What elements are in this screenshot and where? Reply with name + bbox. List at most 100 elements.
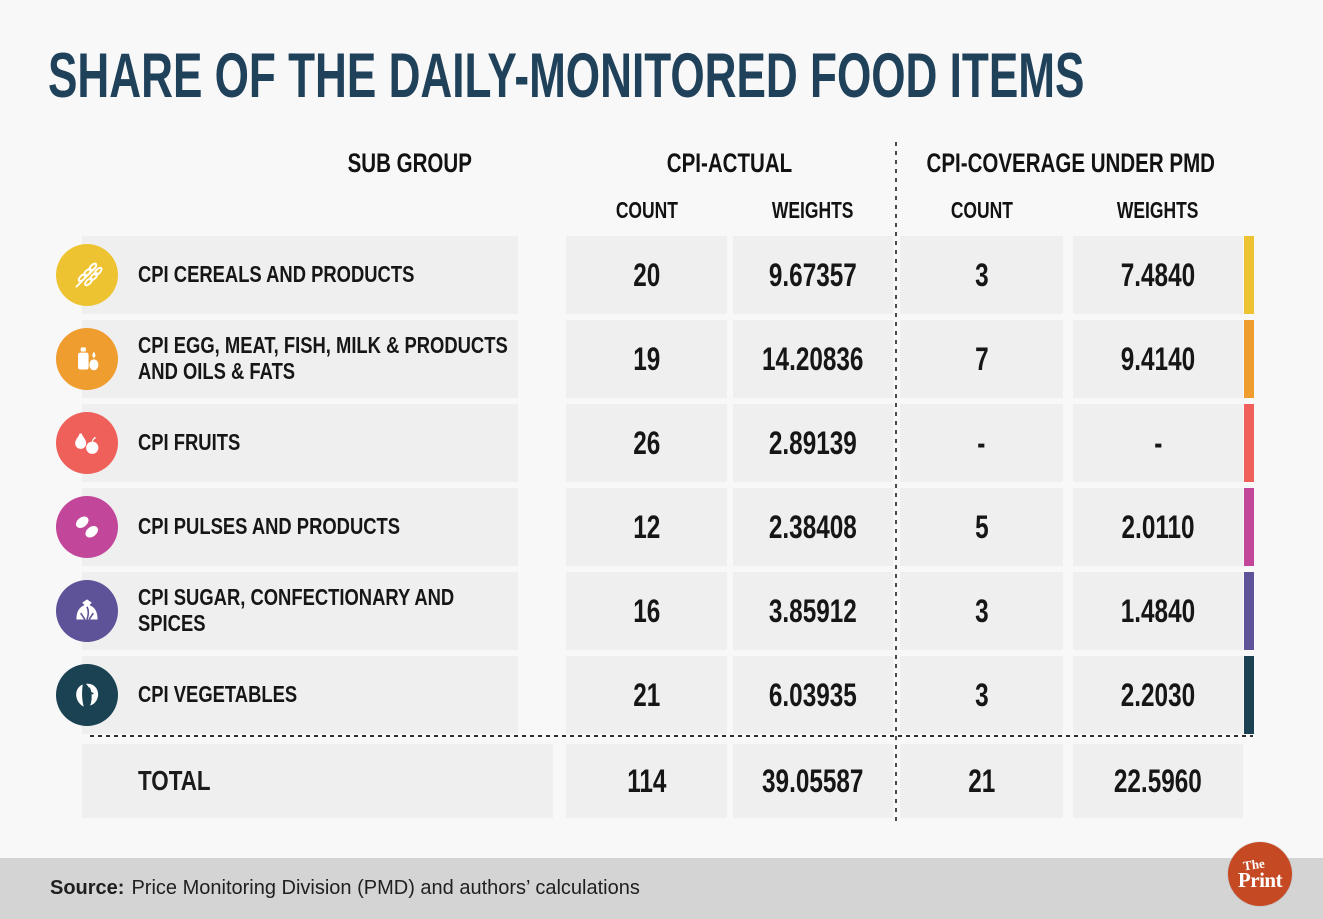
- cell-pmd-count: 5: [900, 488, 1063, 566]
- value-pmd-count: 3: [974, 676, 989, 713]
- cell-total-pmd-weights: 22.5960: [1073, 744, 1243, 818]
- column-header-actual-weights: WEIGHTS: [733, 196, 893, 224]
- sugar-sack-icon: [56, 580, 118, 642]
- beans-icon: [56, 496, 118, 558]
- value-total-pmd-weights: 22.5960: [1114, 762, 1202, 799]
- cell-pmd-count: 3: [900, 572, 1063, 650]
- cell-actual-count: 21: [566, 656, 727, 734]
- column-group-cpi-actual: CPI-ACTUAL: [566, 146, 893, 180]
- cell-pmd-count: 3: [900, 236, 1063, 314]
- row-color-bar: [1244, 404, 1254, 482]
- logo-the-text: The: [1242, 855, 1266, 874]
- cell-pmd-weights: 7.4840: [1073, 236, 1243, 314]
- value-actual-count: 21: [632, 676, 661, 713]
- fruits-icon: [56, 412, 118, 474]
- column-header-actual-weights-label: WEIGHTS: [772, 196, 854, 223]
- row-color-bar: [1244, 236, 1254, 314]
- column-group-cpi-actual-label: CPI-ACTUAL: [666, 147, 793, 178]
- cell-total-actual-weights: 39.05587: [733, 744, 893, 818]
- row-label-cell: [82, 572, 518, 650]
- value-actual-weights: 2.89139: [769, 424, 857, 461]
- table-row: CPI VEGETABLES 21 6.03935 3 2.2030: [0, 656, 1323, 734]
- value-actual-count: 20: [632, 256, 661, 293]
- row-label: CPI EGG, MEAT, FISH, MILK & PRODUCTS AND…: [138, 320, 608, 398]
- column-group-cpi-coverage-label: CPI-COVERAGE UNDER PMD: [926, 147, 1215, 178]
- cell-total-actual-count: 114: [566, 744, 727, 818]
- column-header-pmd-count-label: COUNT: [950, 196, 1013, 223]
- row-label-text: CPI VEGETABLES: [138, 681, 298, 708]
- column-header-actual-count: COUNT: [566, 196, 727, 224]
- value-pmd-weights: 2.2030: [1120, 676, 1196, 713]
- table-row: CPI SUGAR, CONFECTIONARY AND SPICES 16 3…: [0, 572, 1323, 650]
- value-pmd-weights: 2.0110: [1121, 508, 1195, 545]
- value-pmd-count: 3: [974, 592, 989, 629]
- column-header-sub-group-label: SUB GROUP: [347, 147, 473, 178]
- cell-pmd-weights: 2.0110: [1073, 488, 1243, 566]
- column-header-pmd-weights-label: WEIGHTS: [1117, 196, 1199, 223]
- milk-egg-icon: [56, 328, 118, 390]
- logo-print-text: Print: [1237, 868, 1283, 892]
- value-actual-count: 12: [632, 508, 661, 545]
- row-label-text: CPI CEREALS AND PRODUCTS: [138, 261, 415, 288]
- row-label: CPI VEGETABLES: [138, 656, 608, 734]
- source-label: Source:: [50, 877, 125, 899]
- cell-actual-count: 26: [566, 404, 727, 482]
- value-total-actual-weights: 39.05587: [762, 762, 864, 799]
- vegetable-icon: [56, 664, 118, 726]
- cell-actual-count: 20: [566, 236, 727, 314]
- total-label-cell: [82, 744, 553, 818]
- total-divider-dashed-horizontal: [90, 735, 1253, 737]
- row-label-cell: [82, 488, 518, 566]
- row-label-cell: [82, 404, 518, 482]
- column-header-actual-count-label: COUNT: [615, 196, 678, 223]
- cell-pmd-weights: 9.4140: [1073, 320, 1243, 398]
- value-total-pmd-count: 21: [967, 762, 996, 799]
- value-actual-weights: 2.38408: [769, 508, 857, 545]
- cell-total-pmd-count: 21: [900, 744, 1063, 818]
- cell-pmd-weights: 1.4840: [1073, 572, 1243, 650]
- row-label-cell: [82, 320, 518, 398]
- value-total-actual-count: 114: [626, 762, 667, 799]
- row-label-text: CPI PULSES AND PRODUCTS: [138, 513, 401, 540]
- value-pmd-count: 3: [974, 256, 989, 293]
- value-actual-count: 19: [632, 340, 661, 377]
- total-row: TOTAL 114 39.05587 21 22.5960: [0, 744, 1323, 818]
- cell-actual-weights: 9.67357: [733, 236, 893, 314]
- page-title: SHARE OF THE DAILY-MONITORED FOOD ITEMS: [48, 41, 1085, 111]
- row-color-bar: [1244, 488, 1254, 566]
- cell-actual-weights: 6.03935: [733, 656, 893, 734]
- total-label-text: TOTAL: [138, 765, 211, 796]
- row-label: CPI FRUITS: [138, 404, 608, 482]
- value-pmd-weights: 1.4840: [1120, 592, 1196, 629]
- cell-pmd-count: -: [900, 404, 1063, 482]
- cell-actual-count: 19: [566, 320, 727, 398]
- value-pmd-count: -: [977, 424, 986, 461]
- total-label: TOTAL: [138, 744, 229, 818]
- row-label: CPI PULSES AND PRODUCTS: [138, 488, 608, 566]
- value-actual-weights: 9.67357: [769, 256, 857, 293]
- row-label-cell: [82, 656, 518, 734]
- cell-actual-weights: 2.38408: [733, 488, 893, 566]
- footer-bar: Source: Price Monitoring Division (PMD) …: [0, 858, 1323, 919]
- cell-actual-weights: 2.89139: [733, 404, 893, 482]
- value-pmd-weights: 9.4140: [1120, 340, 1196, 377]
- value-pmd-weights: -: [1153, 424, 1163, 461]
- section-divider-dashed-vertical: [895, 142, 897, 822]
- table-row: CPI FRUITS 26 2.89139 - -: [0, 404, 1323, 482]
- row-label: CPI CEREALS AND PRODUCTS: [138, 236, 608, 314]
- source-text: Price Monitoring Division (PMD) and auth…: [131, 877, 640, 899]
- value-pmd-count: 7: [974, 340, 989, 377]
- table-row: CPI PULSES AND PRODUCTS 12 2.38408 5 2.0…: [0, 488, 1323, 566]
- row-label-text: CPI EGG, MEAT, FISH, MILK & PRODUCTS AND…: [138, 332, 508, 384]
- value-actual-count: 16: [632, 592, 661, 629]
- column-header-pmd-count: COUNT: [900, 196, 1063, 224]
- table-row: CPI EGG, MEAT, FISH, MILK & PRODUCTS AND…: [0, 320, 1323, 398]
- source-line: Source: Price Monitoring Division (PMD) …: [50, 858, 640, 919]
- row-color-bar: [1244, 572, 1254, 650]
- cell-pmd-weights: 2.2030: [1073, 656, 1243, 734]
- wheat-icon: [56, 244, 118, 306]
- value-actual-weights: 14.20836: [762, 340, 864, 377]
- row-label-cell: [82, 236, 518, 314]
- value-actual-weights: 6.03935: [769, 676, 857, 713]
